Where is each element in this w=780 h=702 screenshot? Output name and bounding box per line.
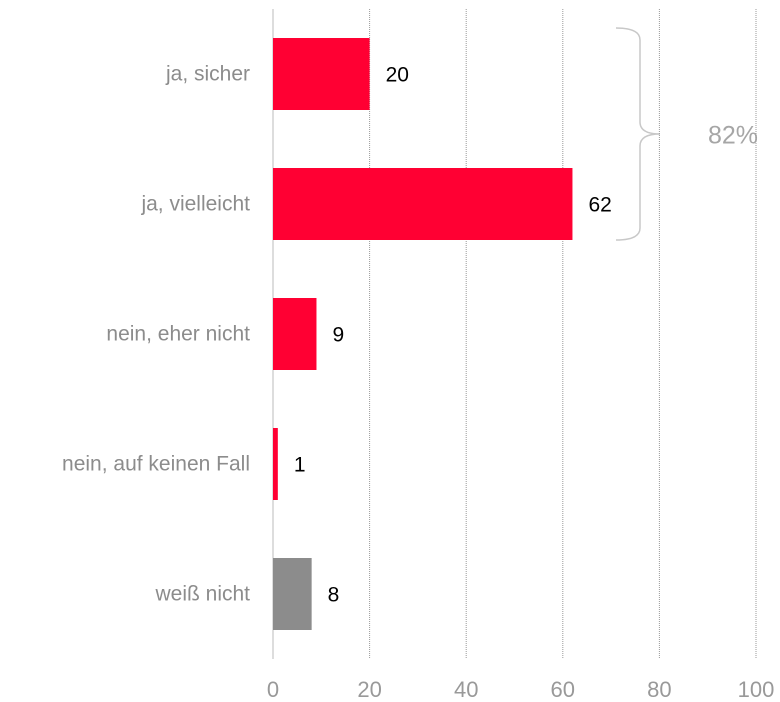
value-label: 8 [328,584,340,607]
value-label: 20 [386,64,409,87]
bar [273,168,573,240]
y-tick-label: weiß nicht [154,583,250,606]
y-tick-label: ja, sicher [165,63,250,86]
x-tick-label: 0 [267,677,279,702]
x-tick-label: 20 [357,677,381,702]
value-label: 1 [294,454,306,477]
x-tick-label: 60 [551,677,575,702]
bar [273,428,278,500]
y-tick-label: nein, auf keinen Fall [62,453,250,476]
x-tick-label: 100 [738,677,775,702]
bar [273,558,312,630]
bracket [615,27,661,241]
annotation: 82% [708,122,758,150]
y-tick-label: ja, vielleicht [140,193,250,216]
value-label: 62 [588,194,611,217]
x-tick-label: 80 [647,677,671,702]
bar [273,38,370,110]
x-tick-label: 40 [454,677,478,702]
value-label: 9 [332,324,344,347]
y-tick-label: nein, eher nicht [106,323,250,346]
bar [273,298,317,370]
